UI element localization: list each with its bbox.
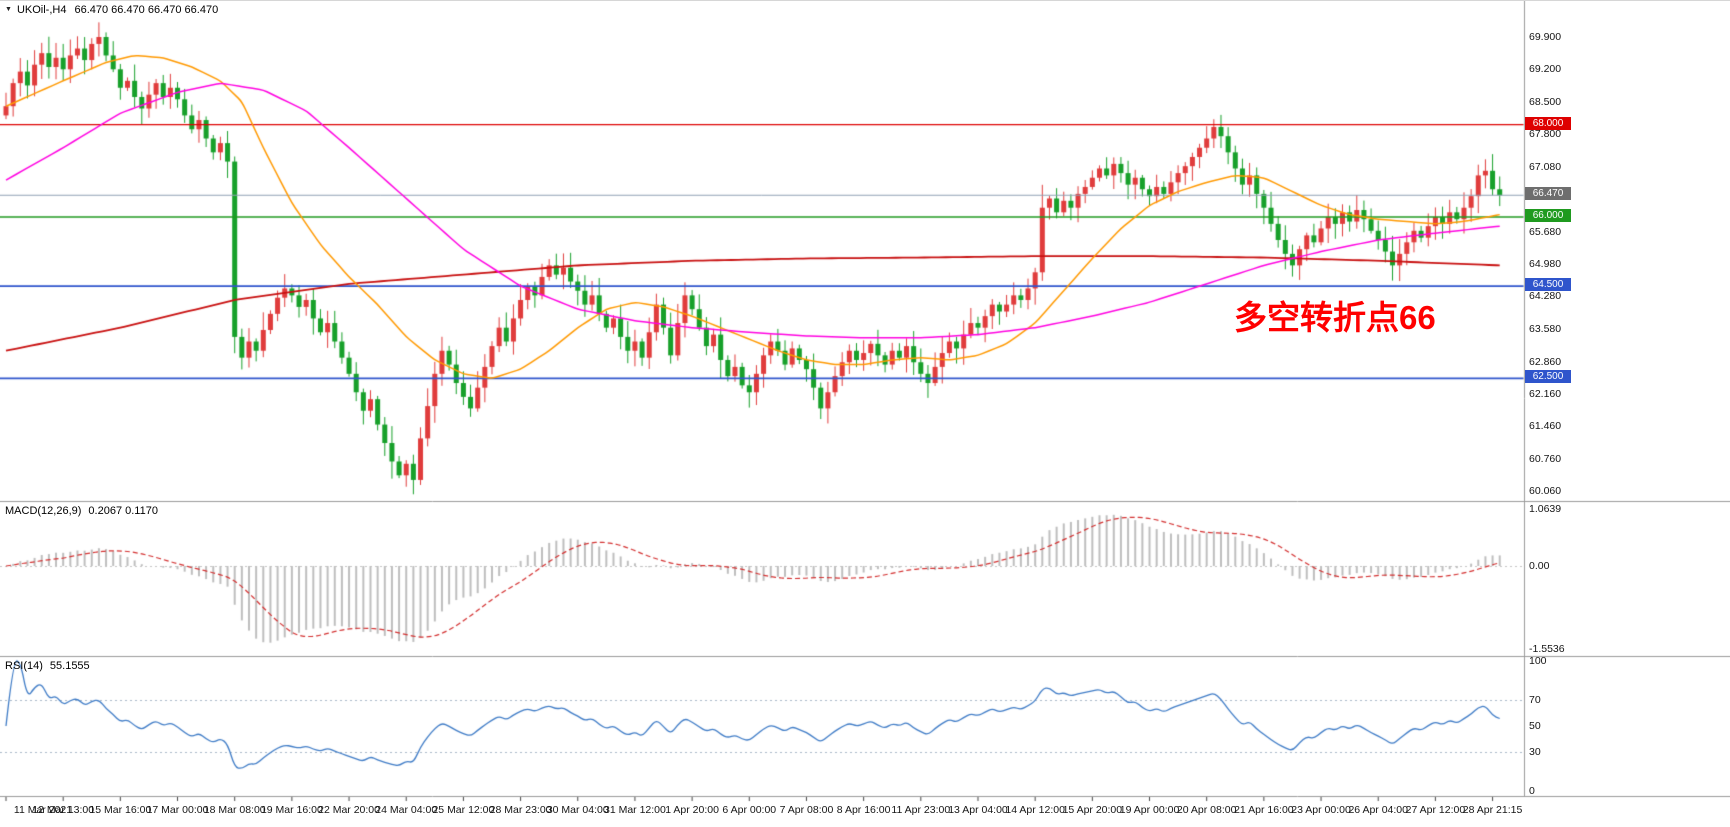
time-axis-label: 21 Apr 16:00 — [1234, 804, 1294, 816]
rsi-axis-label: 50 — [1529, 720, 1541, 732]
price-tag: 66.470 — [1525, 187, 1571, 201]
price-axis-label: 67.080 — [1529, 161, 1562, 174]
time-axis-label: 23 Apr 00:00 — [1291, 804, 1351, 816]
time-axis-label: 18 Mar 08:00 — [203, 804, 266, 816]
time-axis-label: 26 Apr 04:00 — [1348, 804, 1408, 816]
time-axis-label: 14 Apr 12:00 — [1005, 804, 1065, 816]
price-axis-label: 64.280 — [1529, 290, 1562, 303]
rsi-indicator-value: 55.1555 — [49, 660, 90, 672]
time-axis-label: 8 Apr 16:00 — [836, 804, 891, 816]
time-axis-label: 25 Mar 12:00 — [432, 804, 495, 816]
time-axis-label: 17 Mar 00:00 — [146, 804, 209, 816]
macd-axis-label: -1.5536 — [1529, 643, 1565, 656]
symbol-label: UKOil-,H4 — [16, 4, 67, 16]
price-axis-label: 69.200 — [1529, 63, 1562, 76]
time-axis-label: 7 Apr 08:00 — [779, 804, 834, 816]
time-axis-label: 27 Apr 12:00 — [1405, 804, 1466, 816]
macd-axis-label: 1.0639 — [1529, 503, 1562, 516]
rsi-axis-label: 70 — [1529, 694, 1541, 706]
time-axis-label: 30 Mar 04:00 — [546, 804, 609, 816]
time-axis-label: 11 Apr 23:00 — [891, 804, 951, 816]
annotation-text: 多空转折点66 — [1234, 299, 1436, 336]
time-axis-label: 22 Mar 20:00 — [318, 804, 380, 816]
price-axis-label: 69.900 — [1529, 31, 1562, 43]
macd-indicator-values: 0.2067 0.1170 — [88, 505, 158, 517]
price-axis-label: 62.160 — [1529, 388, 1562, 401]
price-axis-label: 68.500 — [1529, 95, 1562, 108]
price-tag: 64.500 — [1525, 278, 1571, 292]
price-axis-label: 60.760 — [1529, 452, 1562, 465]
rsi-axis-label: 100 — [1529, 655, 1547, 667]
rsi-indicator-name: RSI(14) — [5, 660, 43, 672]
time-axis-label: 28 Apr 21:15 — [1462, 804, 1523, 816]
collapse-arrow-icon[interactable]: ▼ — [5, 6, 12, 13]
price-axis-label: 61.460 — [1529, 420, 1562, 433]
price-tag: 68.000 — [1525, 116, 1571, 130]
time-axis-label: 12 Mar 13:00 — [32, 804, 95, 816]
time-axis-label: 20 Apr 08:00 — [1176, 804, 1237, 816]
time-axis-label: 31 Mar 12:00 — [603, 804, 666, 816]
price-tag: 66.000 — [1525, 208, 1571, 222]
price-axis-label: 63.580 — [1529, 322, 1562, 335]
time-axis-label: 28 Mar 23:00 — [489, 804, 552, 816]
chart-header: ▼ UKOil-,H4 66.470 66.470 66.470 66.470 — [5, 4, 218, 16]
rsi-axis-label: 30 — [1529, 746, 1541, 758]
ohlc-values: 66.470 66.470 66.470 66.470 — [74, 4, 219, 16]
time-axis-label: 1 Apr 20:00 — [665, 804, 719, 816]
price-axis-label: 65.680 — [1529, 225, 1562, 238]
rsi-axis-label: 0 — [1529, 785, 1535, 797]
time-axis-label: 6 Apr 00:00 — [722, 804, 777, 816]
price-axis-label: 62.860 — [1529, 355, 1562, 368]
macd-axis-label: 0.00 — [1529, 560, 1550, 572]
time-axis-label: 19 Mar 16:00 — [260, 804, 323, 816]
time-axis-label: 15 Apr 20:00 — [1062, 804, 1123, 816]
time-axis-label: 15 Mar 16:00 — [89, 804, 152, 816]
price-tag: 62.500 — [1525, 370, 1571, 384]
price-axis-label: 60.060 — [1529, 485, 1562, 497]
macd-indicator-name: MACD(12,26,9) — [5, 505, 82, 517]
price-axis-label: 64.980 — [1529, 258, 1562, 270]
time-axis-label: 24 Mar 04:00 — [375, 804, 438, 816]
time-axis-label: 13 Apr 04:00 — [948, 804, 1008, 816]
price-axis-label: 67.800 — [1529, 127, 1562, 140]
rsi-panel-label: RSI(14) 55.1555 — [5, 660, 90, 672]
macd-panel-label: MACD(12,26,9) 0.2067 0.1170 — [5, 505, 158, 517]
time-axis-label: 11 Mar 2021 — [13, 804, 73, 816]
time-axis-label: 19 Apr 00:00 — [1119, 804, 1180, 816]
